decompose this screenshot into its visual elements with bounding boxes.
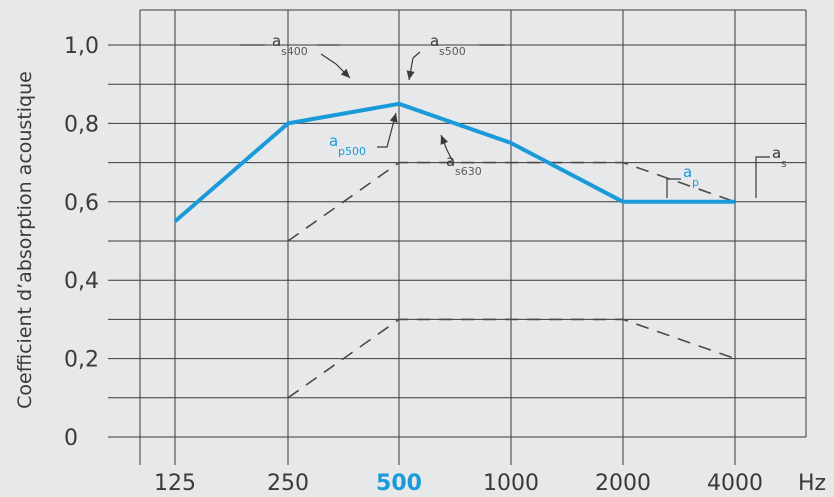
arrow-as630 bbox=[440, 134, 449, 151]
annotation-sub: s500 bbox=[439, 45, 466, 58]
annotation-sub: s400 bbox=[281, 45, 308, 58]
arrow-as500 bbox=[406, 57, 415, 81]
annotation-sub: s bbox=[781, 157, 787, 170]
x-tick-label: 1000 bbox=[483, 471, 539, 496]
x-unit-label: Hz bbox=[798, 471, 826, 496]
y-axis-label: Coefficient d’absorption acoustique bbox=[14, 71, 36, 409]
annotation-sub: s630 bbox=[455, 165, 482, 178]
arrow-as400 bbox=[335, 63, 351, 79]
x-tick-label: 125 bbox=[154, 471, 196, 496]
y-tick-label: 0,6 bbox=[64, 191, 99, 216]
arrow-head bbox=[389, 113, 398, 123]
y-tick-label: 0,8 bbox=[64, 112, 99, 137]
y-tick-label: 0 bbox=[64, 426, 78, 451]
bracket-as bbox=[755, 156, 770, 198]
annotation-main: a bbox=[772, 144, 781, 162]
bracket-ap bbox=[666, 178, 681, 198]
arrow-head bbox=[440, 135, 449, 145]
annotation-sub: p500 bbox=[338, 145, 366, 158]
x-tick-label: 4000 bbox=[707, 471, 763, 496]
annotation-main: a bbox=[446, 152, 455, 170]
x-tick-label-highlighted: 500 bbox=[376, 471, 422, 496]
chart-labels: Coefficient d’absorption acoustique bbox=[14, 71, 36, 409]
leader-ap500 bbox=[377, 131, 392, 148]
y-tick-label: 1,0 bbox=[64, 34, 99, 59]
chart-grid: 0 0,2 0,4 0,6 0,8 1,0 125 250 500 1000 2000 4000 Hz bbox=[64, 9, 826, 496]
y-tick-label: 0,2 bbox=[64, 348, 99, 373]
arrow-head bbox=[340, 68, 350, 78]
annotation-sub: p bbox=[692, 176, 699, 189]
annotation-main: a bbox=[329, 132, 338, 150]
annotation-main: a bbox=[683, 163, 692, 181]
leader-as400-arrow bbox=[320, 53, 337, 65]
x-tick-label: 250 bbox=[267, 471, 309, 496]
leader-as500-bend bbox=[412, 51, 421, 59]
leader-as630 bbox=[446, 149, 453, 161]
chart-series bbox=[173, 101, 736, 399]
series-practical-line bbox=[173, 101, 735, 223]
arrow-ap500 bbox=[389, 112, 398, 133]
arrow-head bbox=[406, 70, 415, 80]
annotation-ap: ap bbox=[683, 163, 699, 189]
x-tick-label: 2000 bbox=[595, 471, 651, 496]
annotation-main: a bbox=[430, 32, 439, 50]
annotation-as: as bbox=[772, 144, 787, 170]
annotation-main: a bbox=[272, 32, 281, 50]
y-tick-label: 0,4 bbox=[64, 269, 99, 294]
